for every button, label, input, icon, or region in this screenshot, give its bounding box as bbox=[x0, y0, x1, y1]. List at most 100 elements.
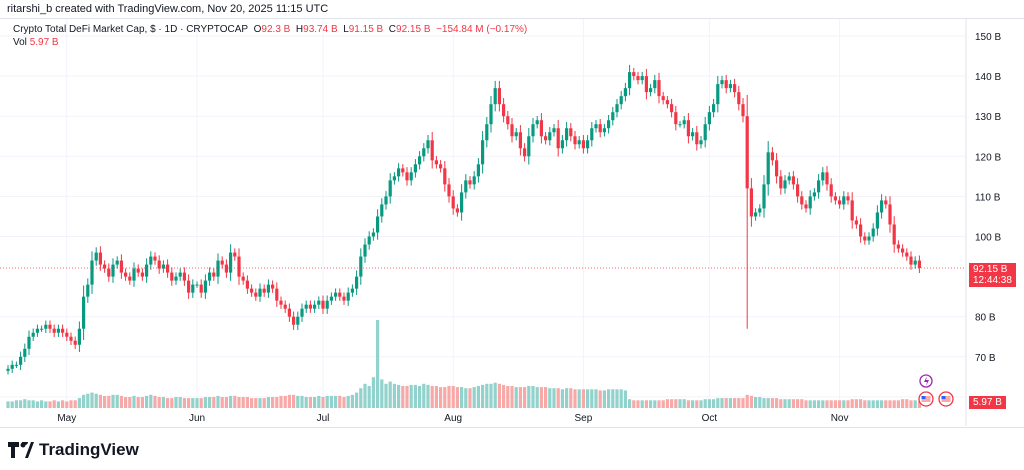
volume-bar bbox=[174, 397, 178, 408]
candle-body bbox=[199, 284, 203, 293]
candle-body bbox=[577, 140, 581, 145]
volume-bar bbox=[451, 386, 455, 408]
volume-bar bbox=[678, 399, 682, 408]
legend: Crypto Total DeFi Market Cap, $ · 1D · C… bbox=[13, 24, 527, 35]
volume-bar bbox=[380, 379, 384, 408]
candle-body bbox=[548, 132, 552, 141]
volume-bar bbox=[14, 400, 18, 408]
volume-bar bbox=[367, 386, 371, 408]
volume-bar bbox=[644, 400, 648, 408]
candle-body bbox=[510, 124, 514, 137]
volume-bar bbox=[884, 400, 888, 408]
volume-bar bbox=[443, 387, 447, 408]
candle-body bbox=[367, 236, 371, 245]
volume-bar bbox=[808, 400, 812, 408]
volume-bar bbox=[594, 389, 598, 408]
candle-body bbox=[619, 96, 623, 105]
x-tick-label: Jun bbox=[189, 413, 205, 424]
volume-bar bbox=[10, 401, 14, 408]
candle-body bbox=[762, 184, 766, 209]
volume-bar bbox=[250, 398, 254, 408]
candle-body bbox=[821, 172, 825, 181]
candle-body bbox=[636, 76, 640, 81]
volume-bar bbox=[842, 400, 846, 408]
change-value: −154.84 M (−0.17%) bbox=[436, 24, 528, 35]
volume-bar bbox=[829, 400, 833, 408]
candle-body bbox=[82, 296, 86, 329]
volume-bar bbox=[359, 388, 363, 408]
y-tick-label: 150 B bbox=[975, 32, 1001, 43]
volume-bar bbox=[6, 401, 10, 408]
candle-body bbox=[443, 168, 447, 185]
candle-body bbox=[363, 244, 367, 257]
candle-body bbox=[535, 120, 539, 125]
volume-bar bbox=[640, 400, 644, 408]
candle-body bbox=[741, 104, 745, 117]
candle-body bbox=[775, 160, 779, 177]
candle-body bbox=[632, 72, 636, 77]
volume-bar bbox=[224, 397, 228, 408]
candle-body bbox=[586, 140, 590, 149]
candle-body bbox=[220, 260, 224, 265]
volume-bar bbox=[376, 320, 380, 408]
candle-body bbox=[464, 180, 468, 193]
candle-body bbox=[661, 96, 665, 101]
volume-bar bbox=[758, 397, 762, 408]
chart-pane[interactable] bbox=[0, 18, 1024, 428]
volume-bar bbox=[859, 399, 863, 408]
candle-body bbox=[556, 128, 560, 149]
y-tick-label: 120 B bbox=[975, 152, 1001, 163]
volume-bar bbox=[518, 387, 522, 408]
candle-body bbox=[682, 120, 686, 125]
candle-body bbox=[14, 364, 18, 366]
volume-bar bbox=[590, 389, 594, 408]
candle-body bbox=[880, 200, 884, 213]
tradingview-logo[interactable]: TradingView bbox=[8, 440, 139, 460]
candle-body bbox=[728, 84, 732, 89]
candle-body bbox=[917, 260, 921, 268]
candle-body bbox=[523, 148, 527, 157]
symbol-title: Crypto Total DeFi Market Cap, $ · 1D · C… bbox=[13, 24, 249, 35]
volume-bar bbox=[821, 400, 825, 408]
volume-bar bbox=[699, 400, 703, 408]
volume-bar bbox=[523, 387, 527, 408]
us-flag-icon bbox=[941, 396, 951, 402]
volume-bar bbox=[52, 400, 56, 408]
candle-body bbox=[565, 128, 569, 141]
volume-bar bbox=[182, 398, 186, 408]
candle-body bbox=[329, 296, 333, 301]
volume-bar bbox=[363, 383, 367, 408]
volume-bar bbox=[325, 395, 329, 408]
volume-bar bbox=[728, 398, 732, 408]
candle-body bbox=[409, 172, 413, 181]
volume-bar bbox=[233, 395, 237, 408]
candle-body bbox=[653, 80, 657, 89]
x-tick-label: May bbox=[57, 413, 76, 424]
candle-body bbox=[338, 292, 342, 297]
volume-bar bbox=[481, 384, 485, 408]
x-tick-label: Jul bbox=[317, 413, 330, 424]
volume-bar bbox=[128, 397, 132, 408]
candle-body bbox=[833, 196, 837, 201]
candle-body bbox=[384, 196, 388, 205]
volume-bar bbox=[266, 397, 270, 408]
volume-bar bbox=[783, 399, 787, 408]
volume-bar bbox=[737, 398, 741, 408]
candle-body bbox=[514, 132, 518, 137]
volume-bar bbox=[787, 399, 791, 408]
volume-bar bbox=[292, 394, 296, 408]
candle-body bbox=[875, 212, 879, 229]
volume-bar bbox=[350, 394, 354, 408]
volume-bar bbox=[577, 389, 581, 408]
candle-body bbox=[233, 252, 237, 257]
open-value: 92.3 B bbox=[261, 24, 291, 35]
candle-body bbox=[913, 260, 917, 265]
volume-bar bbox=[754, 397, 758, 408]
candle-body bbox=[140, 272, 144, 277]
volume-bar bbox=[741, 398, 745, 408]
volume-bar bbox=[527, 386, 531, 408]
candle-body bbox=[859, 224, 863, 237]
volume-bar bbox=[552, 388, 556, 408]
candle-body bbox=[350, 288, 354, 293]
